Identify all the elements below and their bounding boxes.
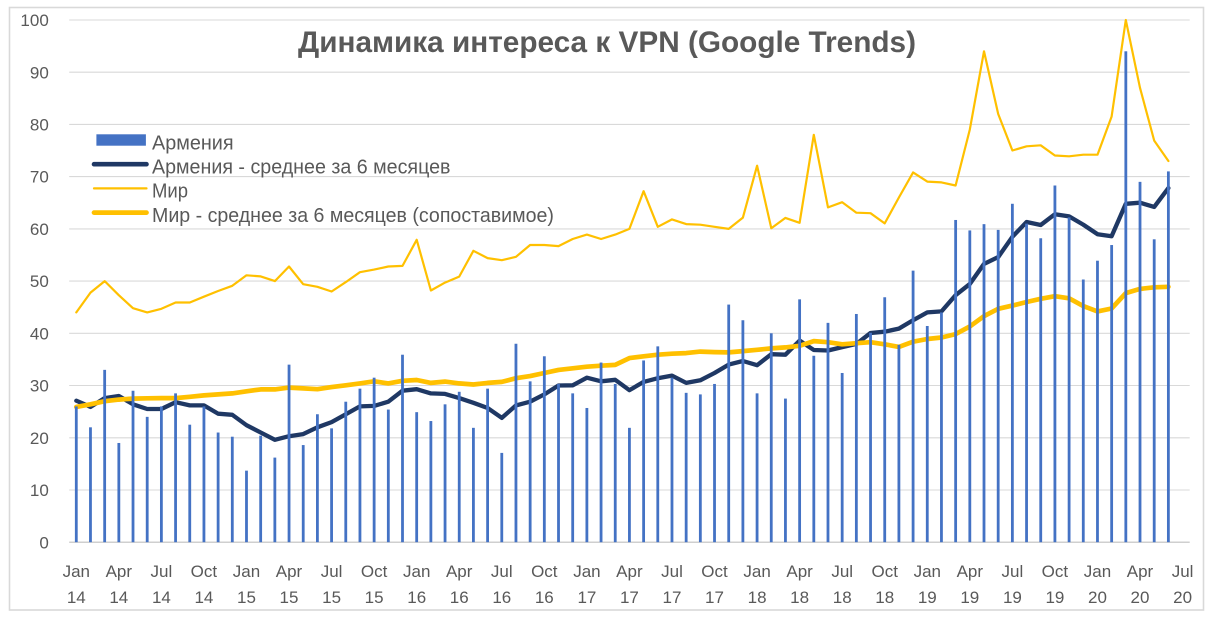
svg-text:Apr: Apr bbox=[446, 562, 473, 581]
svg-text:19: 19 bbox=[960, 588, 979, 607]
svg-text:Армения: Армения bbox=[152, 132, 234, 154]
svg-text:Oct: Oct bbox=[871, 562, 898, 581]
svg-text:17: 17 bbox=[663, 588, 682, 607]
svg-text:80: 80 bbox=[30, 116, 49, 135]
svg-text:19: 19 bbox=[1003, 588, 1022, 607]
svg-text:18: 18 bbox=[748, 588, 767, 607]
svg-text:Oct: Oct bbox=[701, 562, 728, 581]
svg-text:Jul: Jul bbox=[151, 562, 173, 581]
svg-text:18: 18 bbox=[790, 588, 809, 607]
svg-text:90: 90 bbox=[30, 63, 49, 82]
svg-text:Apr: Apr bbox=[786, 562, 813, 581]
svg-text:14: 14 bbox=[152, 588, 171, 607]
svg-text:14: 14 bbox=[194, 588, 213, 607]
svg-text:20: 20 bbox=[30, 429, 49, 448]
svg-text:18: 18 bbox=[875, 588, 894, 607]
svg-text:16: 16 bbox=[492, 588, 511, 607]
svg-text:Jan: Jan bbox=[233, 562, 260, 581]
svg-text:20: 20 bbox=[1088, 588, 1107, 607]
svg-text:Apr: Apr bbox=[1127, 562, 1154, 581]
svg-text:0: 0 bbox=[39, 533, 48, 552]
svg-text:14: 14 bbox=[67, 588, 86, 607]
svg-text:Apr: Apr bbox=[106, 562, 133, 581]
svg-text:30: 30 bbox=[30, 377, 49, 396]
svg-text:17: 17 bbox=[577, 588, 596, 607]
svg-text:10: 10 bbox=[30, 481, 49, 500]
svg-text:19: 19 bbox=[1045, 588, 1064, 607]
svg-text:15: 15 bbox=[322, 588, 341, 607]
svg-text:Jan: Jan bbox=[63, 562, 90, 581]
svg-text:16: 16 bbox=[535, 588, 554, 607]
svg-text:Армения - среднее за 6 месяцев: Армения - среднее за 6 месяцев bbox=[152, 157, 451, 179]
svg-text:Apr: Apr bbox=[957, 562, 984, 581]
svg-text:Oct: Oct bbox=[1042, 562, 1069, 581]
svg-text:Apr: Apr bbox=[616, 562, 643, 581]
svg-text:Jan: Jan bbox=[743, 562, 770, 581]
svg-text:Мир: Мир bbox=[152, 181, 188, 203]
svg-text:Jul: Jul bbox=[831, 562, 853, 581]
svg-text:40: 40 bbox=[30, 324, 49, 343]
svg-text:Jul: Jul bbox=[1172, 562, 1194, 581]
svg-text:Jan: Jan bbox=[573, 562, 600, 581]
svg-text:20: 20 bbox=[1173, 588, 1192, 607]
svg-text:15: 15 bbox=[237, 588, 256, 607]
svg-text:16: 16 bbox=[450, 588, 469, 607]
svg-text:18: 18 bbox=[833, 588, 852, 607]
svg-text:Jul: Jul bbox=[321, 562, 343, 581]
svg-text:Мир - среднее за 6 месяцев (со: Мир - среднее за 6 месяцев (сопоставимое… bbox=[152, 205, 554, 227]
svg-text:Динамика интереса к VPN (Googl: Динамика интереса к VPN (Google Trends) bbox=[298, 26, 916, 59]
svg-text:17: 17 bbox=[705, 588, 724, 607]
svg-text:15: 15 bbox=[365, 588, 384, 607]
svg-text:19: 19 bbox=[918, 588, 937, 607]
svg-text:Jul: Jul bbox=[661, 562, 683, 581]
svg-text:20: 20 bbox=[1131, 588, 1150, 607]
svg-text:50: 50 bbox=[30, 272, 49, 291]
svg-text:Jul: Jul bbox=[491, 562, 513, 581]
svg-text:60: 60 bbox=[30, 220, 49, 239]
svg-text:Jan: Jan bbox=[1084, 562, 1111, 581]
svg-text:Apr: Apr bbox=[276, 562, 303, 581]
svg-text:Jul: Jul bbox=[1002, 562, 1024, 581]
svg-text:17: 17 bbox=[620, 588, 639, 607]
svg-text:Oct: Oct bbox=[191, 562, 218, 581]
svg-text:Jan: Jan bbox=[403, 562, 430, 581]
svg-text:70: 70 bbox=[30, 168, 49, 187]
svg-text:Oct: Oct bbox=[531, 562, 558, 581]
svg-text:14: 14 bbox=[109, 588, 128, 607]
svg-text:16: 16 bbox=[407, 588, 426, 607]
svg-text:Oct: Oct bbox=[361, 562, 388, 581]
svg-text:Jan: Jan bbox=[914, 562, 941, 581]
svg-text:100: 100 bbox=[20, 11, 48, 30]
svg-text:15: 15 bbox=[280, 588, 299, 607]
